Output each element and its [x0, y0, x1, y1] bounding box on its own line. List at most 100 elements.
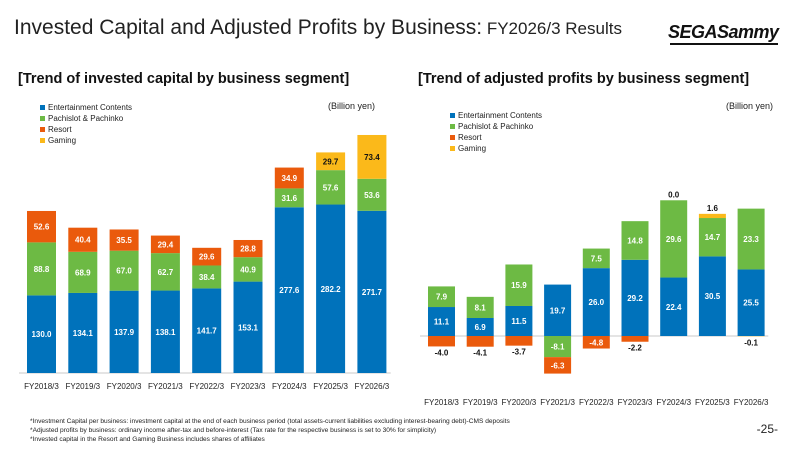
- bar-resort-fy2019-3: [466, 336, 494, 347]
- bar-entertainment-contents-fy2021-3: [544, 284, 572, 336]
- data-label-pachislot-pachinko-fy2025-3: 14.7: [705, 233, 721, 242]
- data-label-entertainment-contents-fy2018-3: 130.0: [31, 330, 52, 339]
- data-label-gaming-fy2025-3: 1.6: [707, 204, 719, 213]
- data-label-pachislot-pachinko-fy2024-3: 31.6: [282, 194, 298, 203]
- data-label-pachislot-pachinko-fy2021-3: -8.1: [551, 343, 565, 352]
- data-label-entertainment-contents-fy2019-3: 134.1: [73, 329, 94, 338]
- data-label-pachislot-pachinko-fy2018-3: 7.9: [436, 293, 448, 302]
- data-label-entertainment-contents-fy2018-3: 11.1: [434, 318, 450, 327]
- tick-label-fy2019-3: FY2019/3: [463, 398, 498, 407]
- bar-pachislot-pachinko-fy2026-3: [357, 178, 387, 211]
- data-label-entertainment-contents-fy2022-3: 141.7: [197, 327, 218, 336]
- data-label-entertainment-contents-fy2025-3: 30.5: [705, 292, 721, 301]
- data-label-pachislot-pachinko-fy2020-3: 15.9: [511, 281, 527, 290]
- right-chart-title: [Trend of adjusted profits by business s…: [418, 71, 750, 87]
- bar-entertainment-contents-fy2022-3: [582, 268, 610, 336]
- bar-resort-fy2018-3: [428, 336, 455, 347]
- bar-pachislot-pachinko-fy2023-3: [233, 257, 263, 282]
- bar-pachislot-pachinko-fy2023-3: [621, 221, 649, 260]
- bar-pachislot-pachinko-fy2018-3: [428, 286, 455, 308]
- legend-label-entertainment-contents: Entertainment Contents: [48, 103, 132, 112]
- bar-resort-fy2022-3: [192, 247, 222, 266]
- data-label-gaming-fy2026-3: 73.4: [364, 153, 380, 162]
- legend-swatch-entertainment-contents: [40, 105, 45, 110]
- data-label-resort-fy2021-3: 29.4: [158, 240, 174, 249]
- logo-underline: [670, 43, 778, 45]
- data-label-entertainment-contents-fy2020-3: 11.5: [511, 317, 527, 326]
- data-label-entertainment-contents-fy2021-3: 19.7: [550, 306, 566, 315]
- bar-pachislot-pachinko-fy2025-3: [316, 170, 346, 205]
- data-label-entertainment-contents-fy2022-3: 26.0: [589, 298, 605, 307]
- bar-resort-fy2021-3: [544, 357, 572, 374]
- tick-label-fy2021-3: FY2021/3: [148, 382, 183, 391]
- bar-entertainment-contents-fy2025-3: [316, 204, 346, 373]
- page-title: Invested Capital and Adjusted Profits by…: [14, 16, 622, 40]
- left-chart-title: [Trend of invested capital by business s…: [18, 71, 350, 87]
- tick-label-fy2023-3: FY2023/3: [231, 382, 266, 391]
- tick-label-fy2019-3: FY2019/3: [65, 382, 100, 391]
- legend-label-gaming: Gaming: [48, 136, 76, 145]
- tick-label-fy2023-3: FY2023/3: [618, 398, 653, 407]
- legend-label-gaming: Gaming: [458, 144, 486, 153]
- legend-label-entertainment-contents: Entertainment Contents: [458, 111, 542, 120]
- bar-resort-fy2020-3: [109, 229, 139, 251]
- bar-pachislot-pachinko-fy2018-3: [27, 242, 56, 296]
- data-label-entertainment-contents-fy2024-3: 277.6: [279, 286, 300, 295]
- data-label-pachislot-pachinko-fy2021-3: 62.7: [158, 268, 174, 277]
- bar-pachislot-pachinko-fy2024-3: [274, 188, 304, 208]
- tick-label-fy2021-3: FY2021/3: [540, 398, 575, 407]
- bar-entertainment-contents-fy2023-3: [233, 281, 263, 373]
- data-label-entertainment-contents-fy2019-3: 6.9: [475, 323, 487, 332]
- data-label-entertainment-contents-fy2023-3: 153.1: [238, 323, 259, 332]
- bar-gaming-fy2025-3: [316, 152, 346, 171]
- data-label-entertainment-contents-fy2026-3: 271.7: [362, 288, 383, 297]
- legend-swatch-resort: [40, 127, 45, 132]
- bar-resort-fy2018-3: [27, 210, 56, 243]
- bar-pachislot-pachinko-fy2020-3: [109, 250, 139, 291]
- tick-label-fy2026-3: FY2026/3: [734, 398, 769, 407]
- data-label-entertainment-contents-fy2021-3: 138.1: [155, 328, 176, 337]
- bar-entertainment-contents-fy2020-3: [505, 305, 533, 336]
- bar-pachislot-pachinko-fy2025-3: [698, 218, 726, 257]
- tick-label-fy2025-3: FY2025/3: [313, 382, 348, 391]
- data-label-entertainment-contents-fy2023-3: 29.2: [627, 294, 643, 303]
- data-label-pachislot-pachinko-fy2024-3: 29.6: [666, 235, 682, 244]
- data-label-resort-fy2022-3: -4.8: [589, 338, 603, 347]
- data-label-gaming-fy2026-3: -0.1: [744, 338, 758, 347]
- bar-pachislot-pachinko-fy2019-3: [68, 251, 98, 293]
- data-label-resort-fy2023-3: -2.2: [628, 344, 642, 353]
- tick-label-fy2020-3: FY2020/3: [502, 398, 537, 407]
- tick-label-fy2022-3: FY2022/3: [579, 398, 614, 407]
- tick-label-fy2024-3: FY2024/3: [272, 382, 307, 391]
- legend-label-resort: Resort: [458, 133, 482, 142]
- data-label-pachislot-pachinko-fy2019-3: 68.9: [75, 268, 91, 277]
- footnotes: *Investment Capital per business: invest…: [30, 417, 510, 444]
- bar-entertainment-contents-fy2026-3: [357, 210, 387, 373]
- bar-entertainment-contents-fy2021-3: [150, 290, 180, 373]
- bar-entertainment-contents-fy2020-3: [109, 290, 139, 373]
- data-label-resort-fy2018-3: -4.0: [435, 348, 449, 357]
- legend-swatch-pachislot-pachinko: [450, 124, 455, 129]
- data-label-resort-fy2020-3: -3.7: [512, 348, 526, 357]
- bar-pachislot-pachinko-fy2019-3: [466, 296, 494, 318]
- data-label-resort-fy2022-3: 29.6: [199, 253, 215, 262]
- data-label-pachislot-pachinko-fy2019-3: 8.1: [475, 303, 487, 312]
- bar-pachislot-pachinko-fy2024-3: [660, 200, 688, 278]
- data-label-pachislot-pachinko-fy2022-3: 7.5: [591, 254, 603, 263]
- page-number: -25-: [756, 422, 778, 436]
- title-sub: FY2026/3 Results: [482, 19, 622, 38]
- data-label-entertainment-contents-fy2020-3: 137.9: [114, 328, 135, 337]
- tick-label-fy2018-3: FY2018/3: [24, 382, 59, 391]
- bar-resort-fy2019-3: [68, 227, 98, 252]
- bar-resort-fy2022-3: [582, 336, 610, 349]
- bar-entertainment-contents-fy2025-3: [698, 256, 726, 336]
- data-label-entertainment-contents-fy2026-3: 25.5: [743, 299, 759, 308]
- legend-swatch-entertainment-contents: [450, 113, 455, 118]
- tick-label-fy2026-3: FY2026/3: [355, 382, 390, 391]
- tick-label-fy2022-3: FY2022/3: [189, 382, 224, 391]
- data-label-pachislot-pachinko-fy2023-3: 40.9: [240, 265, 256, 274]
- bar-entertainment-contents-fy2018-3: [428, 307, 455, 336]
- bar-pachislot-pachinko-fy2021-3: [544, 336, 572, 358]
- bar-gaming-fy2025-3: [698, 213, 726, 219]
- data-label-gaming-fy2024-3: 0.0: [668, 190, 680, 199]
